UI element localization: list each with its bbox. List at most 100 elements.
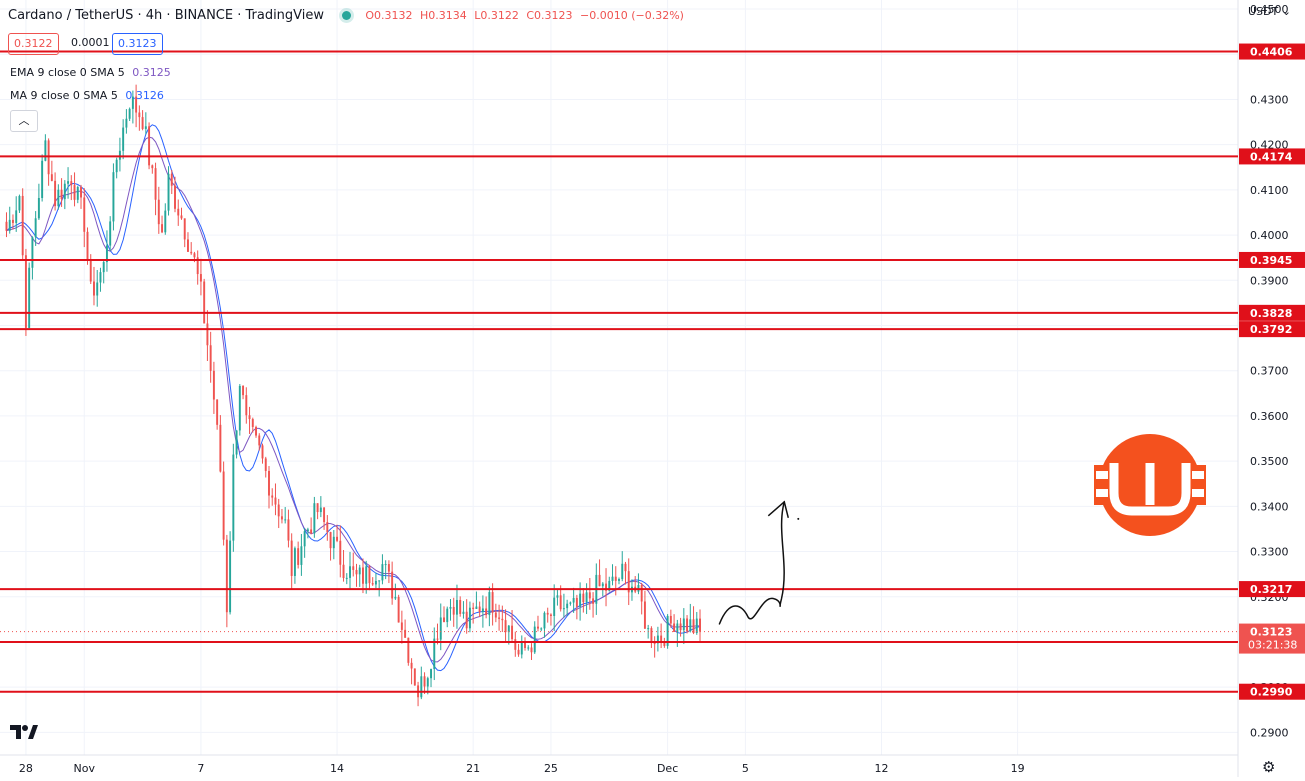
currency-selector[interactable]: USDT ⌄ [1248, 5, 1291, 18]
level-price-tag [1239, 251, 1305, 268]
candle-body [271, 495, 274, 498]
candle-body [50, 174, 53, 181]
candle-body [177, 208, 180, 216]
candle-body [650, 628, 653, 644]
ma-indicator-legend[interactable]: MA 9 close 0 SMA 5 0.3126 [10, 89, 164, 102]
x-tick-label: 14 [330, 762, 344, 775]
candle-body [24, 255, 27, 328]
candle-body [310, 529, 313, 534]
candle-body [695, 618, 698, 634]
ohlc-change: −0.0010 (−0.32%) [580, 9, 684, 22]
candle-body [352, 566, 355, 570]
candle-body [248, 415, 251, 420]
candle-body [157, 199, 160, 225]
candle-body [585, 592, 588, 603]
y-tick-label: 0.2900 [1250, 726, 1289, 739]
candle-body [306, 529, 309, 532]
candle-body [459, 599, 462, 614]
ohlc-high: H0.3134 [419, 9, 467, 22]
candle-body [342, 564, 345, 579]
candle-body [274, 497, 277, 505]
candle-body [410, 662, 413, 669]
candle-body [209, 345, 212, 371]
buy-price-box[interactable]: 0.3123 [112, 33, 163, 55]
x-tick-label: Dec [657, 762, 678, 775]
candle-body [553, 597, 556, 616]
candle-body [118, 150, 121, 160]
candle-body [80, 187, 82, 198]
candle-body [537, 626, 539, 629]
candle-body [439, 617, 442, 640]
candle-body [339, 540, 342, 565]
candle-body [203, 281, 206, 324]
candle-body [293, 548, 296, 576]
candle-body [268, 470, 270, 496]
level-price-tag [1239, 43, 1305, 60]
candle-body [297, 548, 300, 565]
candle-body [96, 282, 99, 296]
candle-body [494, 612, 497, 618]
sell-price-box[interactable]: 0.3122 [8, 33, 59, 55]
ohlc-readout: O0.3132 H0.3134 L0.3122 C0.3123 −0.0010 … [365, 9, 688, 22]
x-tick-label: Nov [74, 762, 96, 775]
candle-body [391, 571, 394, 599]
level-price-tag [1239, 581, 1305, 598]
candle-body [627, 571, 630, 593]
candle-body [611, 576, 614, 581]
ohlc-low: L0.3122 [474, 9, 519, 22]
candle-body [365, 566, 368, 584]
y-tick-label: 0.4100 [1250, 184, 1289, 197]
candle-body [686, 618, 689, 632]
y-tick-label: 0.4300 [1250, 93, 1289, 106]
level-price-tag [1239, 304, 1305, 321]
candle-body [245, 395, 248, 416]
candle-body [517, 649, 520, 655]
candle-body [109, 221, 112, 246]
last-price-label: 0.3123 [1250, 626, 1292, 639]
candle-body [488, 592, 491, 616]
candle-body [141, 117, 144, 129]
candle-body [349, 566, 351, 578]
y-tick-label: 0.3900 [1250, 274, 1289, 287]
candle-body [31, 237, 34, 268]
ohlc-open: O0.3132 [365, 9, 413, 22]
candle-body [255, 426, 257, 436]
symbol-title[interactable]: Cardano / TetherUS · 4h · BINANCE · Trad… [8, 8, 325, 23]
candle-body [151, 165, 154, 169]
y-tick-label: 0.3700 [1250, 365, 1289, 378]
candle-body [605, 583, 608, 591]
candle-body [491, 592, 494, 613]
candle-body [303, 531, 306, 547]
candle-body [44, 140, 47, 161]
candle-body [105, 245, 108, 263]
gear-icon[interactable]: ⚙ [1262, 758, 1276, 776]
ema-indicator-legend[interactable]: EMA 9 close 0 SMA 5 0.3125 [10, 66, 171, 79]
candle-body [378, 580, 381, 582]
candle-body [530, 647, 533, 653]
candle-body [15, 210, 18, 223]
candle-body [300, 546, 303, 565]
candle-body [161, 224, 164, 233]
candle-body [284, 519, 287, 521]
candle-body [89, 259, 92, 282]
candle-body [472, 607, 475, 609]
ma-label: MA 9 close 0 SMA 5 [10, 89, 118, 102]
tradingview-logo-icon[interactable] [8, 722, 38, 746]
candle-body [174, 185, 176, 209]
ema-line [6, 136, 701, 663]
candle-body [647, 628, 650, 630]
collapse-legend-button[interactable]: ︿ [10, 110, 38, 132]
level-price-label: 0.3217 [1250, 583, 1292, 596]
candle-body [540, 628, 543, 630]
candle-body [566, 603, 569, 609]
candle-body [559, 595, 562, 610]
candle-body [280, 516, 283, 520]
candle-body [381, 564, 384, 581]
y-tick-label: 0.3500 [1250, 455, 1289, 468]
arrow-head [767, 500, 790, 519]
candle-body [478, 606, 481, 613]
y-tick-label: 0.4200 [1250, 139, 1289, 152]
candle-body [37, 197, 40, 219]
